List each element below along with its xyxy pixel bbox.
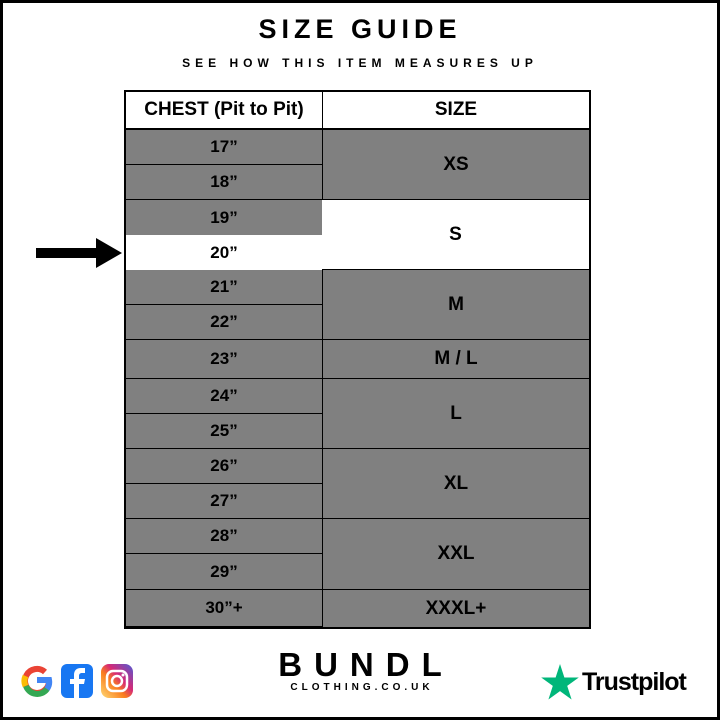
chest-cell: 27”	[126, 484, 322, 519]
size-cell: M / L	[322, 340, 589, 379]
chest-cell: 25”	[126, 414, 322, 449]
chest-cell: 23”	[126, 340, 322, 379]
size-cell: XXL	[322, 519, 589, 590]
google-icon[interactable]	[21, 664, 53, 698]
chest-cell: 24”	[126, 379, 322, 414]
header-size: SIZE	[322, 92, 589, 130]
chest-cell: 29”	[126, 554, 322, 590]
size-cell: XXXL+	[322, 590, 589, 627]
brand-domain: CLOTHING.CO.UK	[290, 682, 434, 693]
facebook-icon[interactable]	[61, 664, 93, 698]
chest-cell: 22”	[126, 305, 322, 340]
page-title: SIZE GUIDE	[258, 14, 462, 44]
size-cell: XS	[322, 130, 589, 200]
trustpilot-label: Trustpilot	[582, 667, 687, 696]
size-cell: M	[322, 270, 589, 340]
chest-cell: 18”	[126, 165, 322, 200]
chest-cell: 21”	[126, 270, 322, 305]
chest-cell: 20”	[126, 235, 322, 270]
brand-logo: BUNDL	[278, 646, 454, 683]
arrow-right-icon	[36, 238, 122, 268]
instagram-icon[interactable]	[101, 664, 133, 698]
chest-cell: 30”+	[126, 590, 322, 627]
chest-cell: 26”	[126, 449, 322, 484]
star-icon	[541, 664, 579, 700]
chest-cell: 17”	[126, 130, 322, 165]
trustpilot-badge[interactable]: Trustpilot	[541, 664, 687, 700]
social-icons	[21, 664, 133, 698]
size-cell: L	[322, 379, 589, 449]
chest-cell: 28”	[126, 519, 322, 554]
size-table: CHEST (Pit to Pit) SIZE 17” 18” 19” 20” 21” 2…	[124, 90, 591, 629]
size-cell: S	[322, 200, 589, 270]
header-chest: CHEST (Pit to Pit)	[126, 92, 322, 130]
chest-cell: 19”	[126, 200, 322, 235]
size-cell: XL	[322, 449, 589, 519]
page-subtitle: SEE HOW THIS ITEM MEASURES UP	[182, 56, 538, 70]
